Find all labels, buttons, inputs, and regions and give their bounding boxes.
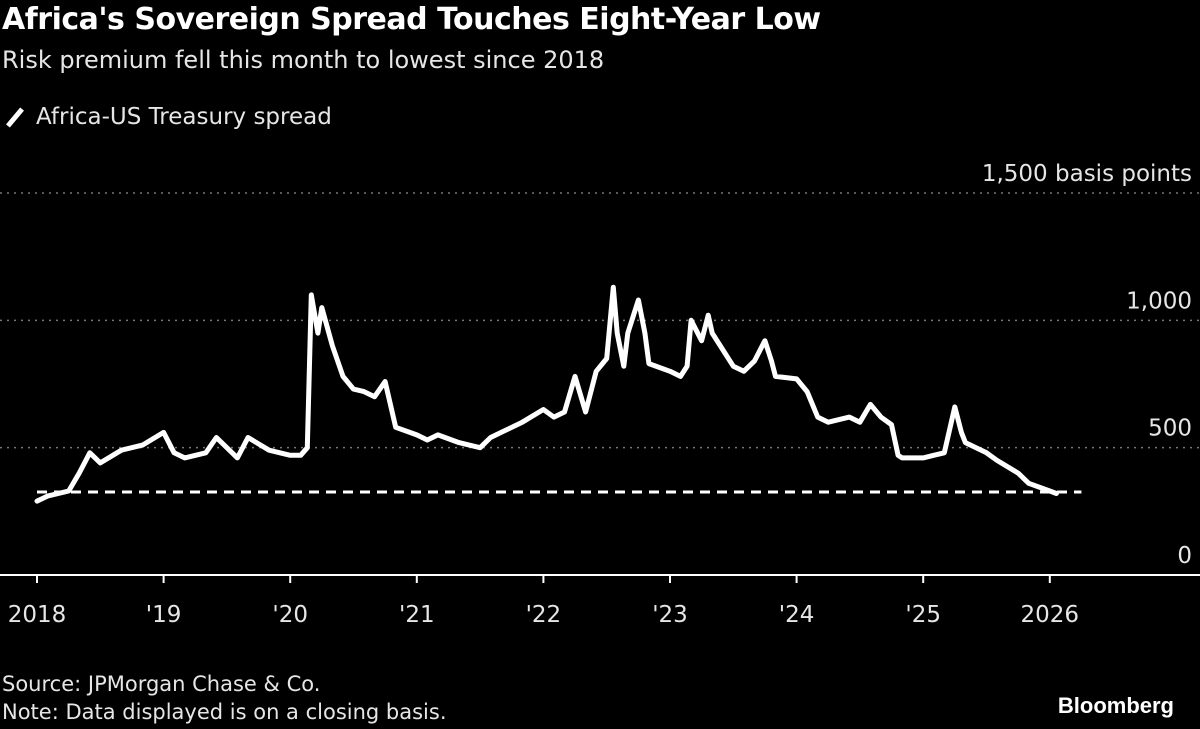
legend-label: Africa-US Treasury spread [36,104,332,130]
x-tick-label: '20 [272,602,308,628]
x-tick-label: 2018 [8,602,67,628]
x-tick-label: '25 [905,602,941,628]
x-tick-label: 2026 [1021,602,1080,628]
note-text: Note: Data displayed is on a closing bas… [2,700,447,724]
legend: Africa-US Treasury spread [4,104,332,130]
series-line [34,284,1059,504]
chart-subtitle: Risk premium fell this month to lowest s… [2,46,605,74]
x-tick-label: '24 [779,602,815,628]
x-tick-label: '21 [399,602,435,628]
x-tick-label: '19 [146,602,182,628]
chart-title: Africa's Sovereign Spread Touches Eight-… [2,2,821,37]
x-tick-label: '22 [526,602,562,628]
y-tick-label: 1,500 basis points [982,161,1192,187]
bloomberg-logo: Bloomberg [1057,693,1174,718]
y-tick-label: 0 [1177,543,1192,569]
source-text: Source: JPMorgan Chase & Co. [2,672,321,696]
y-tick-label: 1,000 [1126,288,1192,314]
y-tick-label: 500 [1148,416,1192,442]
x-tick-label: '23 [652,602,688,628]
